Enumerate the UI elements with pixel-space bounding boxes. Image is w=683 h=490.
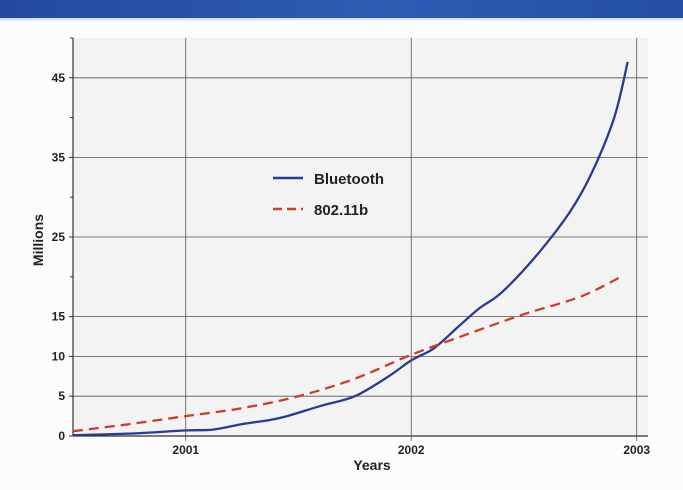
legend-label-bluetooth: Bluetooth: [314, 171, 384, 188]
series-line-bluetooth: [72, 61, 629, 437]
axes: [69, 37, 648, 437]
legend: Bluetooth 802.11b: [273, 171, 384, 219]
tick-labels: 0 5 10 15 25 35 45 2001 2002 2003: [52, 71, 651, 457]
x-tick-label: 2003: [623, 443, 650, 457]
y-tick-label: 5: [58, 389, 65, 403]
x-tick-label: 2001: [172, 443, 199, 457]
legend-label-80211b: 802.11b: [314, 202, 368, 219]
y-tick-label: 45: [52, 71, 66, 85]
x-tick-label: 2002: [398, 443, 425, 457]
series-line-80211b: [72, 275, 622, 433]
y-tick-label: 25: [52, 230, 66, 244]
y-tick-label: 15: [52, 310, 66, 324]
y-tick-label: 35: [52, 150, 66, 164]
series-lines: [72, 61, 629, 437]
x-axis-title: Years: [353, 457, 391, 473]
y-tick-label: 0: [58, 429, 65, 443]
top-banner-shadow: [0, 18, 683, 22]
top-banner-bar: [0, 0, 683, 18]
y-axis-title: Millions: [30, 214, 46, 266]
y-tick-label: 10: [52, 349, 66, 363]
grid-lines: [73, 38, 648, 441]
